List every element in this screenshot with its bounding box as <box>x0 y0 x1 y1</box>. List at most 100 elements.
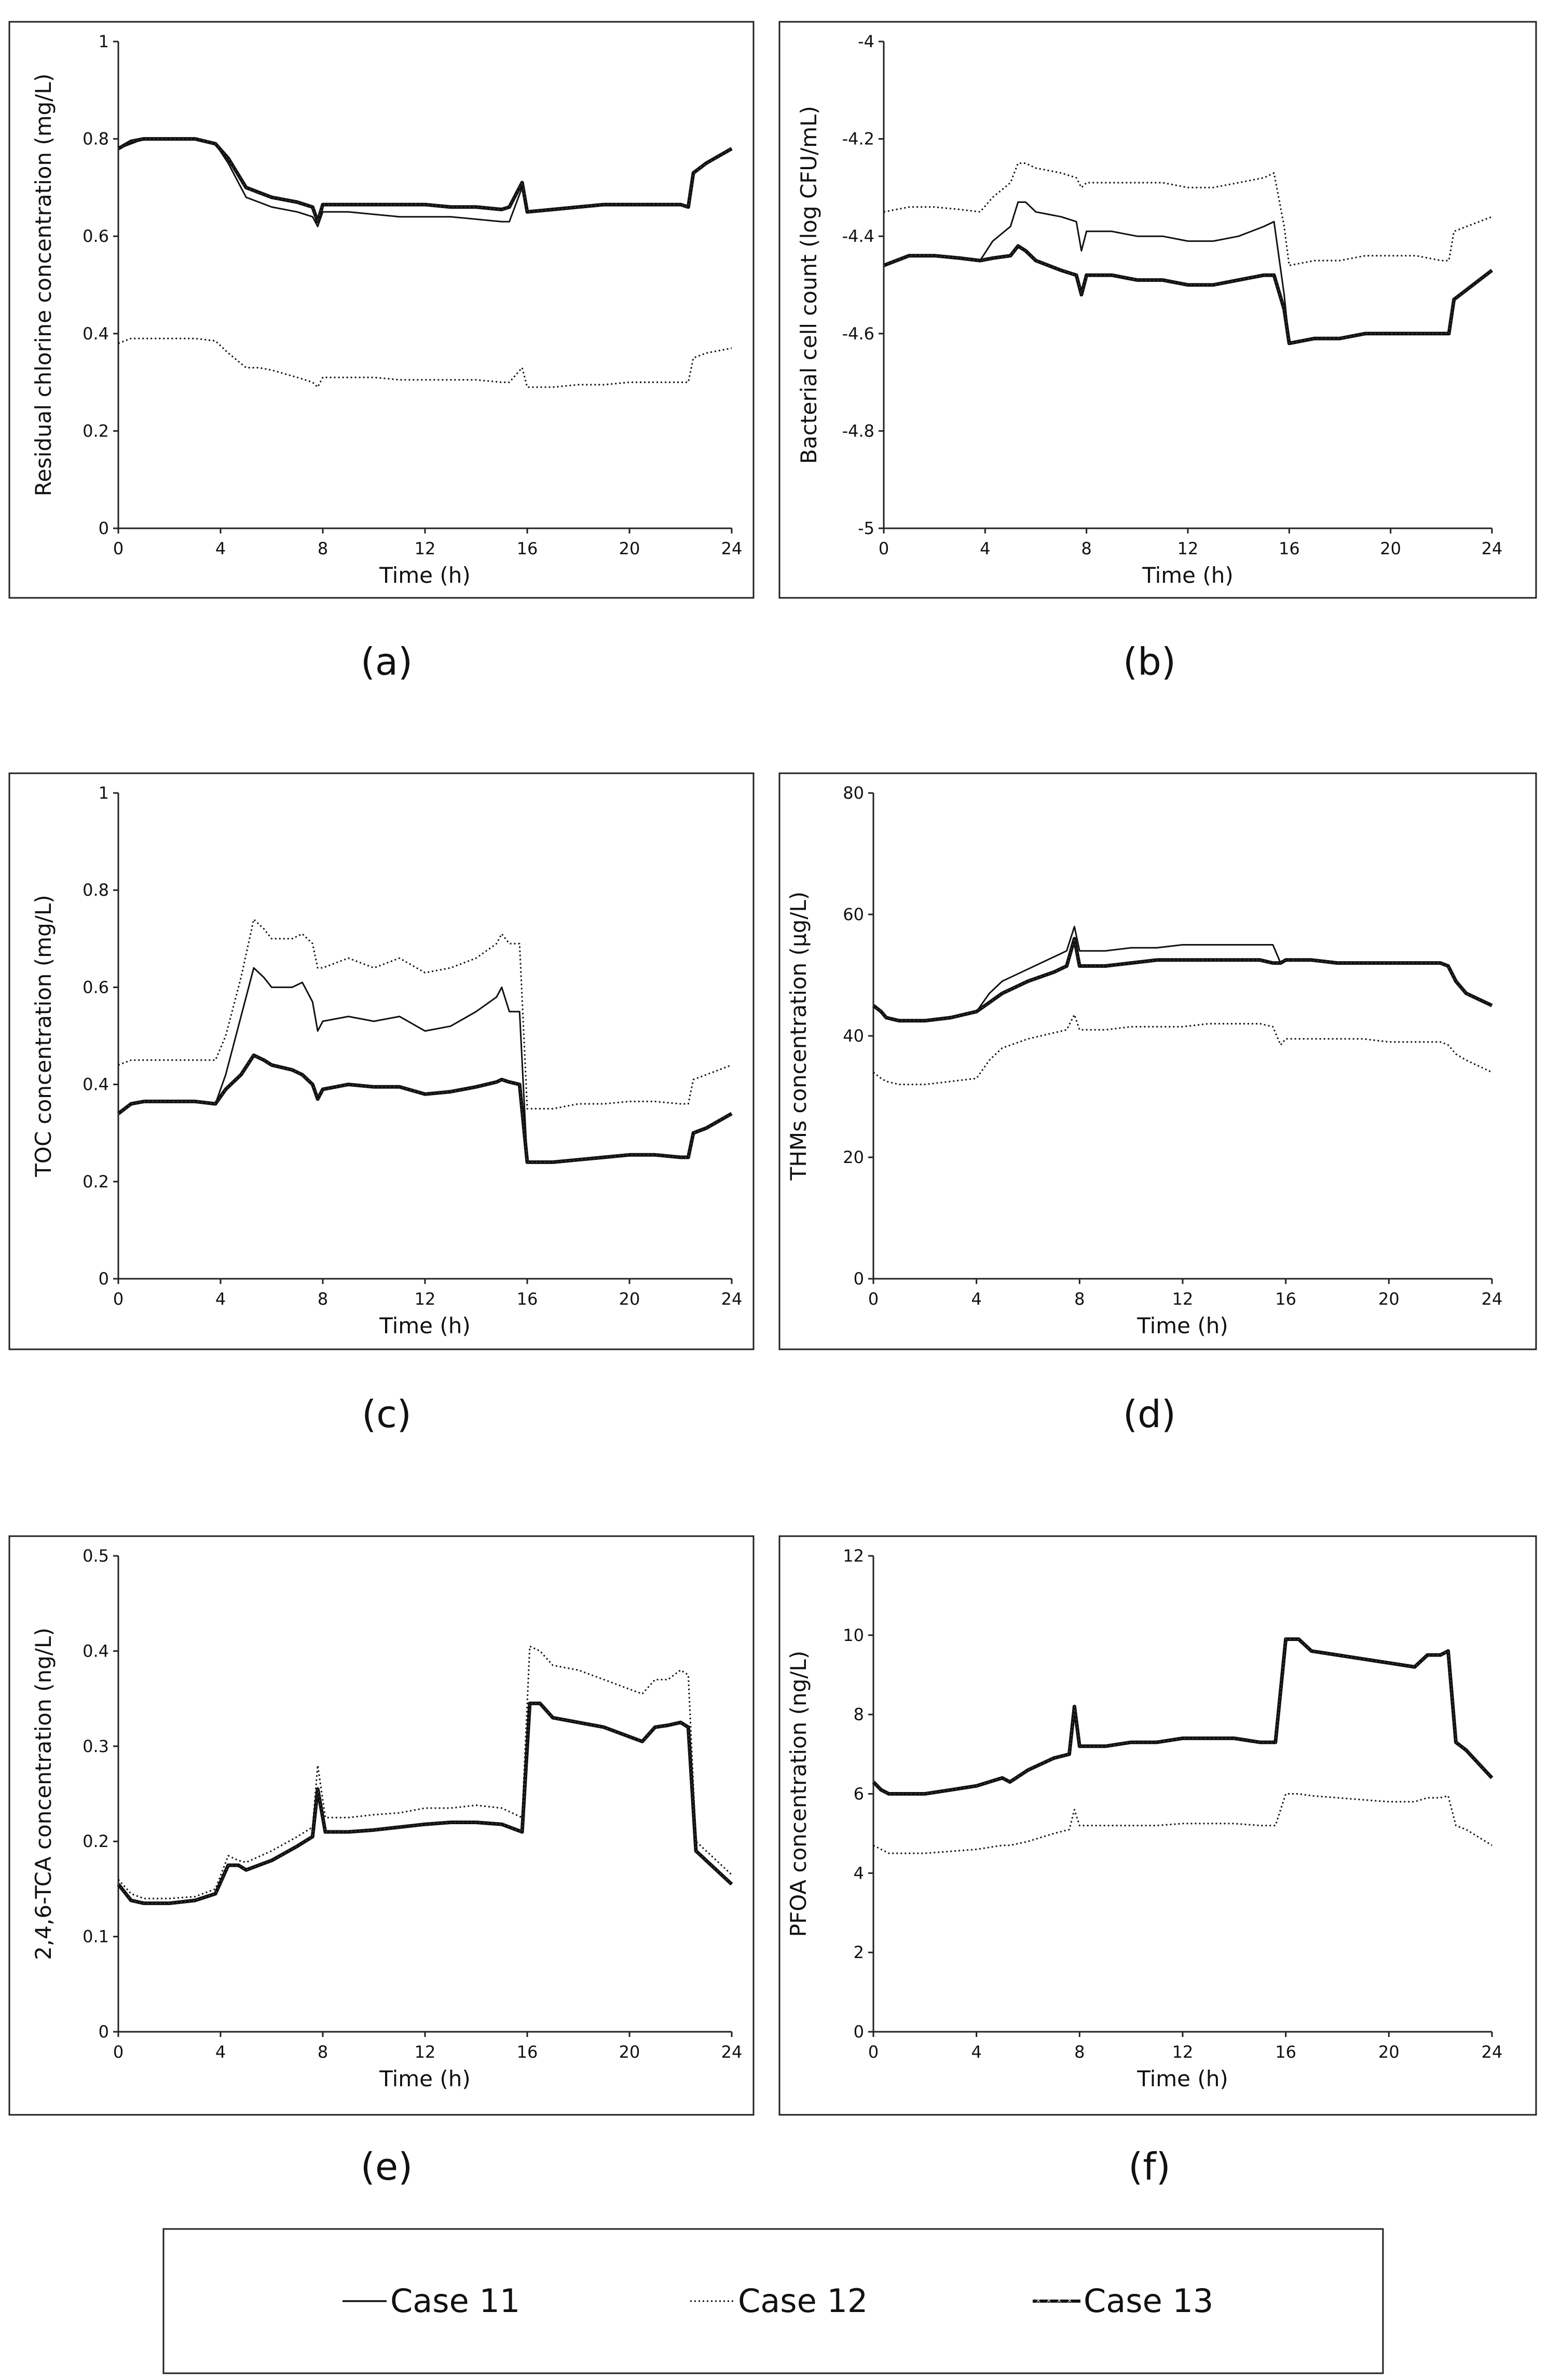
x-tick-label-d: 16 <box>1275 1289 1296 1309</box>
series-line-case-12-e <box>117 1645 733 1899</box>
x-tick-label-c: 4 <box>215 1289 226 1309</box>
y-tick-label-e: 0.3 <box>83 1736 109 1756</box>
y-tick-label-a: 0.2 <box>83 421 109 441</box>
x-tick-label-f: 20 <box>1378 2042 1400 2062</box>
series-line-case-13-c <box>117 1053 733 1164</box>
y-tick-label-a: 0.4 <box>83 324 109 344</box>
series-line-case-12-c <box>118 918 732 1110</box>
x-tick-label-b: 16 <box>1279 539 1300 558</box>
legend-label-case-12: Case 12 <box>738 2282 868 2320</box>
y-tick-label-b: -4.2 <box>842 129 874 149</box>
panel-frame-a <box>8 21 755 599</box>
x-tick-label-d: 20 <box>1378 1289 1400 1309</box>
x-tick-label-d: 24 <box>1482 1289 1503 1309</box>
y-tick-label-d: 20 <box>843 1147 864 1167</box>
x-tick-label-d: 8 <box>1074 1289 1085 1309</box>
y-axis-title-d: THMs concentration (μg/L) <box>786 892 811 1181</box>
x-axis-title-e: Time (h) <box>379 2066 471 2091</box>
x-tick-label-b: 12 <box>1177 539 1199 558</box>
y-tick-label-d: 60 <box>843 905 864 924</box>
panel-caption-c: (c) <box>362 1392 412 1436</box>
y-tick-label-d: 0 <box>854 1269 864 1289</box>
y-tick-label-f: 6 <box>854 1784 864 1804</box>
x-tick-label-a: 24 <box>721 539 743 558</box>
x-tick-label-e: 24 <box>721 2042 743 2062</box>
x-tick-label-d: 4 <box>971 1289 981 1309</box>
y-tick-label-c: 0.4 <box>83 1075 109 1095</box>
x-tick-label-b: 20 <box>1380 539 1401 558</box>
legend-swatch-case-13-markers <box>1036 2299 1072 2303</box>
panel-e: 0 0.1 0.2 0.3 0.4 0.5 0 4 8 12 16 20 24 Time (h) 2,4,6… <box>8 1535 755 2188</box>
panel-a: 0 0.2 0.4 0.6 0.8 1 0 4 8 12 16 20 24 Time (h) Residua… <box>8 21 755 683</box>
x-tick-label-c: 8 <box>318 1289 328 1309</box>
x-tick-label-f: 4 <box>971 2042 981 2062</box>
x-tick-label-a: 12 <box>415 539 436 558</box>
y-tick-label-e: 0.5 <box>83 1546 109 1566</box>
x-tick-label-c: 20 <box>619 1289 640 1309</box>
series-line-case-12-f <box>873 1793 1492 1854</box>
y-tick-label-a: 0 <box>99 518 109 538</box>
panel-caption-d: (d) <box>1123 1392 1176 1436</box>
x-tick-label-c: 0 <box>113 1289 124 1309</box>
x-tick-label-c: 24 <box>721 1289 743 1309</box>
y-tick-label-b: -4.6 <box>842 324 874 344</box>
y-tick-label-f: 0 <box>854 2022 864 2042</box>
panel-caption-a: (a) <box>361 640 413 683</box>
x-tick-label-e: 16 <box>517 2042 538 2062</box>
x-tick-label-b: 4 <box>980 539 990 558</box>
x-tick-label-b: 0 <box>879 539 889 558</box>
y-tick-label-f: 4 <box>854 1863 864 1883</box>
y-tick-label-b: -5 <box>858 518 874 538</box>
x-tick-label-f: 12 <box>1172 2042 1194 2062</box>
x-axis-title-a: Time (h) <box>379 563 471 588</box>
y-tick-label-f: 8 <box>854 1705 864 1725</box>
x-tick-label-a: 0 <box>113 539 124 558</box>
series-markers-case-13-d <box>873 938 1492 1021</box>
x-axis-title-c: Time (h) <box>379 1313 471 1338</box>
x-tick-label-a: 8 <box>318 539 328 558</box>
panel-frame-b <box>778 21 1537 599</box>
y-tick-label-b: -4.8 <box>842 421 874 441</box>
y-tick-label-a: 0.8 <box>83 129 109 149</box>
panel-d: 0 20 40 60 80 0 4 8 12 16 20 24 Time (h) THMs concent… <box>778 772 1537 1436</box>
y-tick-label-e: 0.1 <box>83 1927 109 1947</box>
legend-label-case-11: Case 11 <box>390 2282 520 2320</box>
panel-c: 0 0.2 0.4 0.6 0.8 1 0 4 8 12 16 20 24 Time (h) TOC con… <box>8 772 755 1436</box>
y-axis-title-b: Bacterial cell count (log CFU/mL) <box>796 106 821 464</box>
x-tick-label-c: 12 <box>415 1289 436 1309</box>
panel-frame-e <box>8 1535 755 2116</box>
x-tick-label-b: 8 <box>1081 539 1091 558</box>
y-tick-label-c: 0.2 <box>83 1172 109 1192</box>
y-tick-label-f: 10 <box>843 1625 864 1645</box>
y-axis-title-a: Residual chlorine concentration (mg/L) <box>31 74 56 497</box>
panel-frame-c <box>8 772 755 1350</box>
y-tick-label-d: 80 <box>843 783 864 803</box>
y-tick-label-b: -4 <box>858 32 874 51</box>
series-line-case-13-b <box>883 244 1494 346</box>
y-tick-label-b: -4.4 <box>842 226 874 246</box>
x-tick-label-c: 16 <box>517 1289 538 1309</box>
y-axis-title-e: 2,4,6-TCA concentration (ng/L) <box>31 1627 56 1960</box>
x-tick-label-e: 4 <box>215 2042 226 2062</box>
x-tick-label-d: 12 <box>1172 1289 1194 1309</box>
y-tick-label-c: 0.6 <box>83 977 109 997</box>
panel-caption-b: (b) <box>1123 640 1176 683</box>
y-tick-label-e: 0.2 <box>83 1831 109 1851</box>
series-line-case-13-f <box>872 1637 1494 1796</box>
y-tick-label-d: 40 <box>843 1026 864 1046</box>
x-axis-title-f: Time (h) <box>1136 2066 1228 2091</box>
series-line-case-13-e <box>117 1701 733 1905</box>
panel-frame-d <box>778 772 1537 1350</box>
x-axis-title-b: Time (h) <box>1142 563 1234 588</box>
x-tick-label-a: 4 <box>215 539 226 558</box>
y-tick-label-c: 0 <box>99 1269 109 1289</box>
x-tick-label-e: 8 <box>318 2042 328 2062</box>
panel-caption-f: (f) <box>1128 2145 1171 2188</box>
y-tick-label-c: 1 <box>99 783 109 803</box>
x-tick-label-e: 0 <box>113 2042 124 2062</box>
x-tick-label-f: 0 <box>868 2042 879 2062</box>
panel-caption-e: (e) <box>361 2145 413 2188</box>
x-tick-label-a: 20 <box>619 539 640 558</box>
